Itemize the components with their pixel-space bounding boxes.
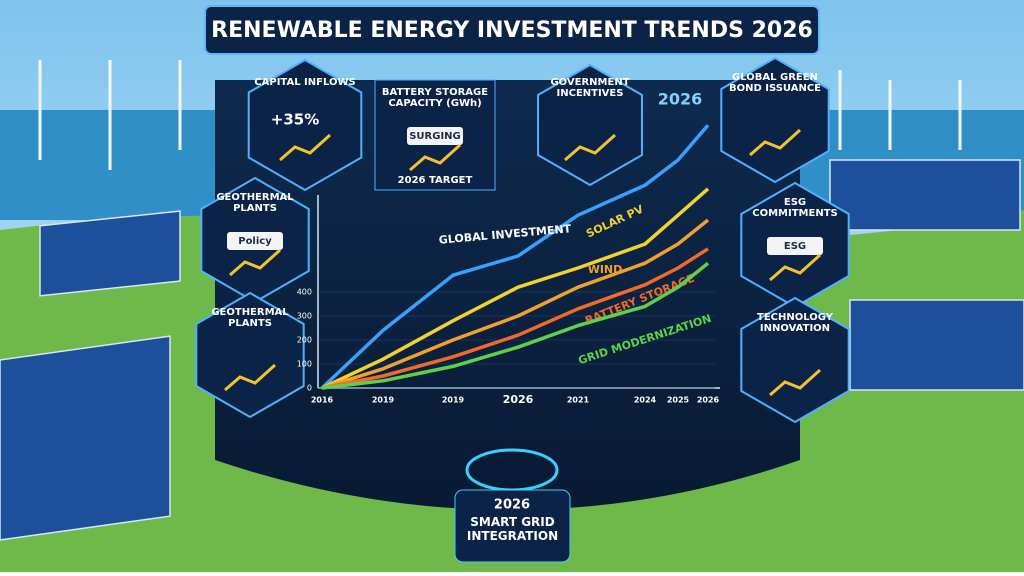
- series-line: [321, 247, 709, 390]
- hub-year: 2026: [494, 498, 530, 513]
- hub-title: SMART GRID INTEGRATION: [466, 515, 559, 543]
- panel-title: ESG COMMITMENTS: [752, 197, 838, 219]
- panel-footer: 2026 TARGET: [398, 175, 473, 186]
- badge-bg: [407, 127, 463, 145]
- panel-title-box: GLOBAL GREEN BOND ISSUANCE: [728, 72, 822, 94]
- wind-turbines: [38, 60, 962, 170]
- panel-title: BATTERY STORAGE CAPACITY (GWh): [381, 87, 489, 109]
- hexagon: [247, 58, 363, 192]
- y-tick-label: 300: [297, 312, 312, 321]
- panel-title-box: ESG COMMITMENTS: [752, 197, 838, 219]
- panel-icon: [749, 128, 802, 157]
- screen: [215, 80, 800, 510]
- hexagon: [195, 291, 305, 419]
- panel-badge: SURGING: [409, 131, 461, 142]
- panel-icon: [409, 143, 462, 172]
- info-panel: ESG COMMITMENTS ESG: [740, 181, 850, 309]
- title-banner: RENEWABLE ENERGY INVESTMENT TRENDS 2026: [204, 5, 820, 55]
- panel-icon: [769, 368, 822, 397]
- info-panel: GEOTHERMAL PLANTS Policy: [200, 176, 310, 304]
- badge-bg: [767, 237, 823, 255]
- y-tick-label: 400: [297, 288, 312, 297]
- info-panel: TECHNOLOGY INNOVATION: [740, 296, 850, 424]
- solar-fields: [0, 159, 1024, 541]
- y-tick-label: 100: [297, 360, 312, 369]
- panel-title: GOVERNMENT INCENTIVES: [550, 77, 630, 99]
- x-tick-label: 2026: [697, 396, 720, 405]
- info-panel: GLOBAL GREEN BOND ISSUANCE: [720, 56, 830, 184]
- panel-badge: ESG: [784, 241, 806, 252]
- panel-title-box: CAPITAL INFLOWS: [254, 77, 356, 88]
- x-tick-label: 2016: [311, 396, 334, 405]
- info-panel: CAPITAL INFLOWS +35%: [247, 58, 363, 192]
- hexagon: [537, 63, 643, 187]
- panel-title-box: GEOTHERMAL PLANTS: [211, 307, 289, 329]
- x-tick-label: 2019: [442, 396, 465, 405]
- panel-title: GLOBAL GREEN BOND ISSUANCE: [728, 72, 822, 94]
- hub: 2026 SMART GRID INTEGRATION: [454, 448, 571, 563]
- panel-title-box: BATTERY STORAGE CAPACITY (GWh): [381, 87, 489, 109]
- x-tick-label: 2025: [667, 396, 690, 405]
- info-panel: BATTERY STORAGE CAPACITY (GWh) SURGING 202…: [374, 79, 496, 191]
- panel-title-box: TECHNOLOGY INNOVATION: [757, 312, 833, 334]
- panel-icon: [769, 253, 822, 282]
- panel-badge: Policy: [238, 236, 272, 247]
- badge-bg: [227, 232, 283, 250]
- chart-heading: 2026: [658, 90, 703, 109]
- hexagon: [720, 56, 830, 184]
- y-tick-label: 200: [297, 336, 312, 345]
- panel-icon: [564, 133, 617, 162]
- panel-icon: [229, 248, 282, 277]
- series-line: [321, 187, 710, 390]
- panel-title: CAPITAL INFLOWS: [254, 77, 356, 88]
- panel-title: TECHNOLOGY INNOVATION: [757, 312, 833, 334]
- panel-title: GEOTHERMAL PLANTS: [211, 307, 289, 329]
- x-tick-label: 2019: [372, 396, 395, 405]
- info-panel: GOVERNMENT INCENTIVES: [537, 63, 643, 187]
- panel-title: GEOTHERMAL PLANTS: [216, 192, 294, 214]
- x-tick-label: 2021: [567, 396, 590, 405]
- x-tick-label: 2024: [634, 396, 657, 405]
- page-title: RENEWABLE ENERGY INVESTMENT TRENDS 2026: [211, 18, 813, 43]
- panel-figure: +35%: [271, 111, 319, 129]
- series-label: WIND: [588, 263, 623, 276]
- hexagon: [740, 296, 850, 424]
- x-tick-label: 2026: [503, 393, 534, 406]
- panel-title-box: GOVERNMENT INCENTIVES: [550, 77, 630, 99]
- panel-icon: [279, 133, 332, 162]
- panel-icon: [224, 363, 277, 392]
- series-line: [321, 261, 710, 390]
- y-tick-label: 0: [307, 384, 312, 393]
- series-line: [320, 124, 710, 390]
- series-line: [321, 218, 710, 390]
- panel-title-box: GEOTHERMAL PLANTS: [216, 192, 294, 214]
- info-panel: GEOTHERMAL PLANTS: [195, 291, 305, 419]
